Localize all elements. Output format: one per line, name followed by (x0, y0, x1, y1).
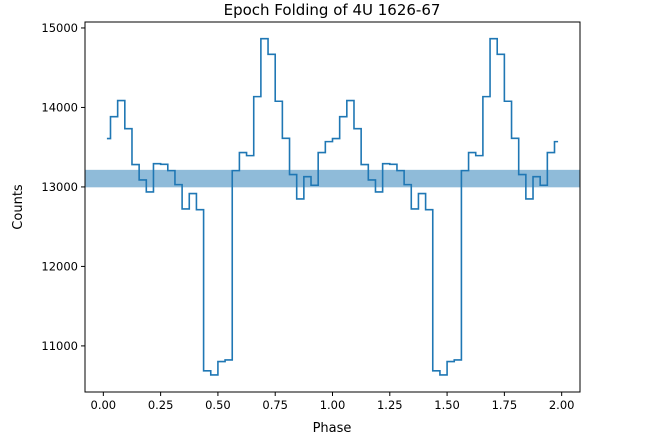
x-tick-label: 2.00 (549, 398, 575, 412)
x-axis-label: Phase (313, 421, 352, 436)
y-tick-label: 14000 (41, 100, 78, 114)
mean-band (85, 169, 580, 188)
y-axis: 11000 12000 13000 14000 15000 (41, 21, 85, 353)
y-axis-label: Counts (11, 184, 26, 230)
x-tick-label: 0.75 (262, 398, 288, 412)
x-tick-label: 1.50 (434, 398, 460, 412)
x-tick-label: 0.25 (148, 398, 174, 412)
folded-profile-line (106, 37, 559, 376)
x-tick-label: 1.75 (492, 398, 518, 412)
y-tick-label: 12000 (41, 259, 78, 273)
x-tick-label: 0.50 (205, 398, 231, 412)
y-tick-label: 15000 (41, 21, 78, 35)
plot-area (85, 37, 580, 376)
chart-title: Epoch Folding of 4U 1626-67 (224, 1, 441, 19)
y-tick-label: 11000 (41, 339, 78, 353)
y-tick-label: 13000 (41, 180, 78, 194)
x-tick-label: 0.00 (91, 398, 117, 412)
x-axis: 0.00 0.25 0.50 0.75 1.00 1.25 1.50 1.75 2.00 (91, 392, 575, 412)
axes-frame (84, 21, 581, 393)
x-tick-label: 1.00 (320, 398, 346, 412)
x-tick-label: 1.25 (377, 398, 403, 412)
